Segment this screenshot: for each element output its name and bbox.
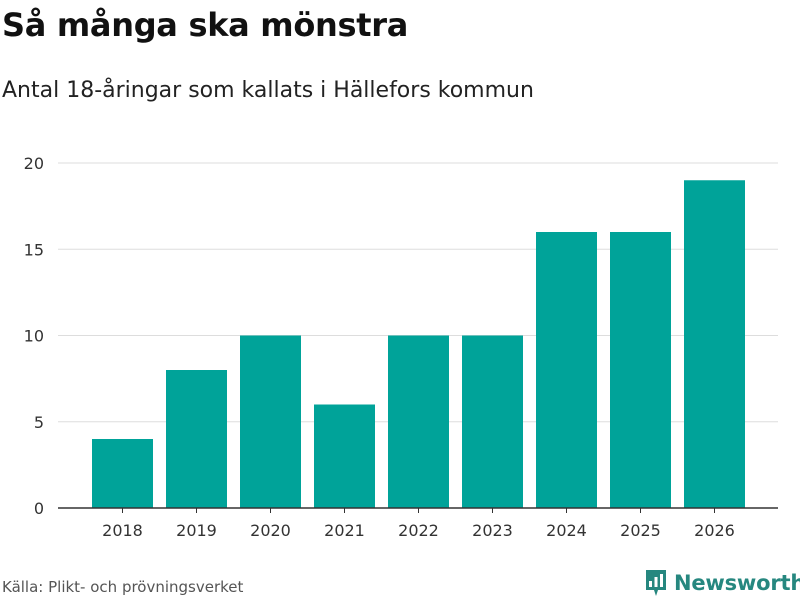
bar-2025[interactable] xyxy=(610,232,671,508)
x-tick-label-2021: 2021 xyxy=(324,521,365,540)
y-tick-label-5: 5 xyxy=(34,413,44,432)
bar-2024[interactable] xyxy=(536,232,597,508)
bar-2022[interactable] xyxy=(388,335,449,509)
x-tick-label-2019: 2019 xyxy=(176,521,217,540)
bar-2018[interactable] xyxy=(92,439,153,508)
chart-title: Så många ska mönstra xyxy=(2,6,409,44)
x-tick-label-2024: 2024 xyxy=(546,521,587,540)
y-axis-ticks: 0 5 10 15 20 xyxy=(24,154,44,518)
y-tick-label-15: 15 xyxy=(24,240,44,259)
bar-2023[interactable] xyxy=(462,335,523,509)
y-tick-label-0: 0 xyxy=(34,499,44,518)
brand-name: Newsworthy xyxy=(674,571,800,595)
bar-chart: 0 5 10 15 20 2018 2019 2020 2021 2022 2023 2024 202… xyxy=(24,154,778,540)
x-tick-label-2026: 2026 xyxy=(694,521,735,540)
x-tick-label-2022: 2022 xyxy=(398,521,439,540)
bar-2021[interactable] xyxy=(314,404,375,509)
y-tick-label-20: 20 xyxy=(24,154,44,173)
y-tick-label-10: 10 xyxy=(24,327,44,346)
x-tick-label-2023: 2023 xyxy=(472,521,513,540)
x-tick-label-2025: 2025 xyxy=(620,521,661,540)
x-axis-ticks: 2018 2019 2020 2021 2022 2023 2024 2025 2026 xyxy=(102,508,735,540)
source-note: Källa: Plikt- och prövningsverket xyxy=(2,578,244,596)
bar-2020[interactable] xyxy=(240,335,301,509)
x-tick-label-2020: 2020 xyxy=(250,521,291,540)
bars xyxy=(92,180,745,508)
newsworthy-logo-icon xyxy=(646,570,666,596)
bar-2019[interactable] xyxy=(166,370,227,508)
chart-subtitle: Antal 18-åringar som kallats i Hällefors… xyxy=(2,78,534,103)
brand-logo[interactable]: Newsworthy xyxy=(644,568,800,598)
bar-2026[interactable] xyxy=(684,180,745,508)
x-tick-label-2018: 2018 xyxy=(102,521,143,540)
